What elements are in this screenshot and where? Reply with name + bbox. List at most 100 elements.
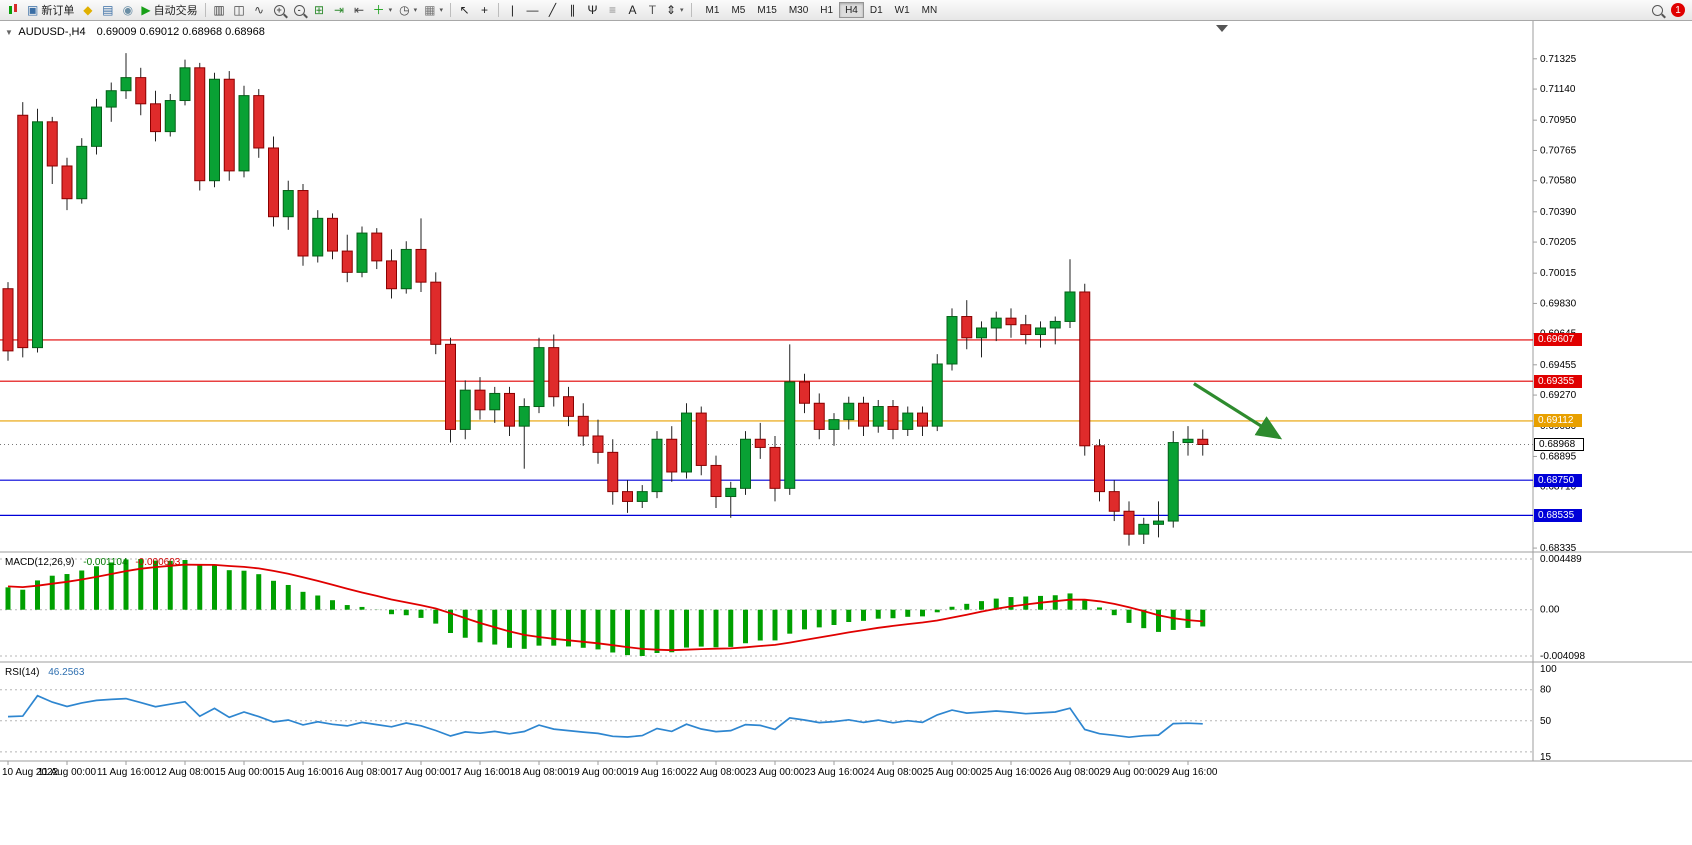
trendline-icon[interactable]: ╱ [543, 1, 562, 19]
toolbar-separator [449, 3, 451, 17]
rsi-axis-label: 50 [1540, 716, 1552, 727]
candle-bullish [740, 438, 751, 489]
price-axis-label: 0.71140 [1540, 84, 1576, 95]
rsi-name: RSI(14) [5, 667, 40, 678]
horizontal-line-icon[interactable]: — [523, 1, 542, 19]
line-chart-icon[interactable]: ∿ [250, 1, 269, 19]
horizontal-line-icon: — [526, 3, 539, 17]
time-axis-label: 24 Aug 08:00 [864, 767, 923, 778]
auto-scroll-icon[interactable]: ⇥ [330, 1, 349, 19]
time-axis-label: 26 Aug 08:00 [1041, 767, 1100, 778]
hline-price-tag-0.69607[interactable]: 0.69607 [1534, 333, 1582, 347]
ohlc-quotes-label: 0.69009 0.69012 0.68968 0.68968 [96, 26, 265, 38]
templates-icon[interactable]: ▦ ▾ [421, 1, 446, 19]
candle-bearish [548, 347, 560, 398]
timeframe-m15-button[interactable]: M15 [751, 2, 782, 18]
candle-bullish [1064, 291, 1076, 322]
channel-icon: ∥ [569, 3, 576, 17]
chart-shift-icon[interactable]: ⇤ [350, 1, 369, 19]
candle-bearish [430, 281, 442, 345]
candle-bearish [799, 381, 810, 404]
candle-bullish [651, 438, 663, 493]
candle-bullish [400, 248, 412, 290]
indicators-icon[interactable]: ＋ ▾ [370, 1, 396, 19]
channel-icon[interactable]: ∥ [563, 1, 582, 19]
time-axis-label: 25 Aug 16:00 [982, 767, 1041, 778]
search-icon [1652, 4, 1663, 16]
toolbar-separator [204, 3, 206, 17]
candle-bullish [356, 232, 368, 273]
cursor-icon: ↖ [459, 3, 470, 17]
metaeditor-icon[interactable]: ◆ [78, 1, 97, 19]
tile-windows-icon: ⊞ [314, 3, 325, 17]
timeframe-h4-button[interactable]: H4 [839, 2, 864, 18]
current-price-tag[interactable]: 0.68968 [1534, 437, 1584, 451]
candle-bullish [282, 190, 294, 218]
candle-bullish [238, 95, 250, 172]
zoom-out-icon[interactable]: - [290, 1, 309, 19]
timeframe-d1-button[interactable]: D1 [864, 2, 889, 18]
bar-chart-icon[interactable]: ▥ [210, 1, 229, 19]
new-order-button[interactable]: ▣ 新订单 [24, 1, 77, 19]
timeframe-h1-button[interactable]: H1 [814, 2, 839, 18]
auto-scroll-icon: ⇥ [334, 3, 345, 17]
arrows-tool-icon[interactable]: ⇕ ▾ [663, 1, 687, 19]
search-icon[interactable] [1648, 1, 1667, 19]
hline-price-tag-0.68535[interactable]: 0.68535 [1534, 508, 1582, 522]
fibonacci-icon[interactable]: ≡ [603, 1, 622, 19]
rsi-indicator-label: RSI(14) 46.2563 [5, 667, 84, 678]
profiles-icon[interactable]: ▤ [98, 1, 117, 19]
candle-bullish [902, 412, 914, 430]
time-axis-label: 23 Aug 16:00 [805, 767, 864, 778]
periods-icon[interactable]: ◷ ▾ [396, 1, 420, 19]
candle-bullish [459, 389, 471, 430]
hline-price-tag-0.68750[interactable]: 0.68750 [1534, 473, 1582, 487]
chart-canvas[interactable]: 0.71325 0.71140 0.70950 0.70765 0.70580 0.703… [0, 21, 1692, 845]
candle-bearish [607, 451, 619, 493]
pitchfork-icon[interactable]: Ψ [583, 1, 602, 19]
cursor-icon[interactable]: ↖ [455, 1, 474, 19]
text-icon[interactable]: A [623, 1, 642, 19]
timeframe-m30-button[interactable]: M30 [783, 2, 814, 18]
chart-shift-icon: ⇤ [354, 3, 365, 17]
toolbar-separator [690, 3, 692, 17]
price-axis-label: 0.68710 [1540, 482, 1577, 493]
candlestick-chart-icon[interactable]: ◫ [230, 1, 249, 19]
hline-price-tag-0.69112[interactable]: 0.69112 [1534, 414, 1582, 428]
autotrading-button[interactable]: ▶ 自动交易 [138, 1, 200, 19]
new-chart-icon[interactable] [4, 1, 23, 19]
notification-badge[interactable]: 1 [1671, 3, 1685, 17]
collapse-panel-icon[interactable]: ▼ [5, 28, 13, 37]
candle-bearish [504, 392, 515, 427]
text-label-icon[interactable]: T [643, 1, 662, 19]
horizontal-lines-layer[interactable] [0, 339, 1533, 516]
candle-bearish [1079, 291, 1091, 447]
price-axis-label: 0.70390 [1540, 207, 1577, 218]
candle-bearish [386, 260, 397, 290]
chart-shift-marker-icon[interactable] [1216, 25, 1228, 32]
zoom-out-icon: - [293, 4, 305, 16]
time-axis-label: 18 Aug 08:00 [510, 767, 569, 778]
time-axis-label: 23 Aug 00:00 [746, 767, 805, 778]
timeframe-w1-button[interactable]: W1 [889, 2, 916, 18]
timeframe-m1-button[interactable]: M1 [700, 2, 726, 18]
hline-price-tag-0.69355[interactable]: 0.69355 [1534, 374, 1582, 388]
crosshair-icon[interactable]: + [475, 1, 494, 19]
candle-bullish [1049, 320, 1061, 329]
candle-bearish [813, 402, 825, 430]
toolbar-separator [497, 3, 499, 17]
timeframe-mn-button[interactable]: MN [916, 2, 944, 18]
pitchfork-icon: Ψ [587, 3, 598, 17]
macd-name: MACD(12,26,9) [5, 557, 75, 568]
zoom-in-icon[interactable]: + [270, 1, 289, 19]
zoom-in-icon: + [273, 4, 285, 16]
candlestick-chart-icon: ◫ [233, 3, 245, 17]
chart-title: ▼ AUDUSD-,H4 0.69009 0.69012 0.68968 0.6… [5, 26, 265, 38]
timeframe-m5-button[interactable]: M5 [725, 2, 751, 18]
vertical-line-icon[interactable]: | [503, 1, 522, 19]
candle-bearish [371, 232, 383, 262]
tile-windows-icon[interactable]: ⊞ [310, 1, 329, 19]
data-window-icon[interactable]: ◉ [118, 1, 137, 19]
candle-bearish [268, 147, 279, 218]
trend-arrow-object[interactable] [1193, 382, 1283, 440]
